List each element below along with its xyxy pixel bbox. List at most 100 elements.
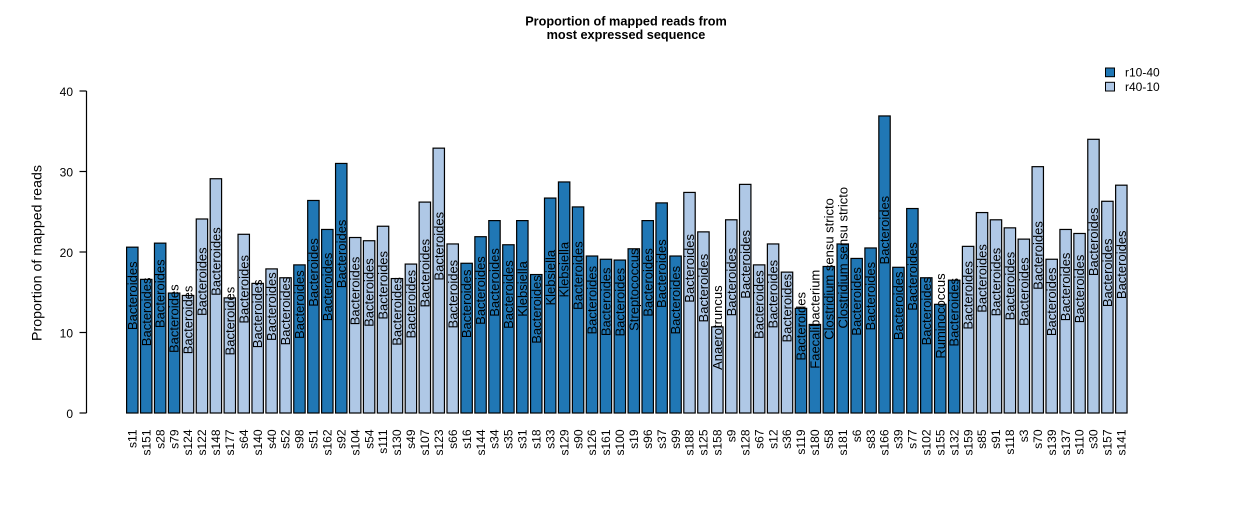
svg-text:Bacteroides: Bacteroides [208, 227, 223, 296]
svg-text:Bacteroides: Bacteroides [459, 269, 474, 338]
svg-text:s28: s28 [153, 429, 167, 449]
svg-text:Bacteroides: Bacteroides [738, 230, 753, 299]
svg-text:Bacteroides: Bacteroides [403, 269, 418, 338]
svg-text:s6: s6 [850, 429, 864, 442]
svg-text:Bacteroides: Bacteroides [1114, 230, 1129, 299]
svg-text:s125: s125 [697, 429, 711, 455]
svg-text:s3: s3 [1017, 429, 1031, 442]
svg-text:s157: s157 [1101, 429, 1115, 455]
svg-text:Ruminococcus: Ruminococcus [933, 273, 948, 359]
svg-text:s51: s51 [307, 429, 321, 449]
svg-text:s123: s123 [432, 429, 446, 455]
svg-text:Proportion of mapped reads: Proportion of mapped reads [30, 165, 46, 341]
svg-text:Bacteroides: Bacteroides [989, 247, 1004, 316]
svg-text:Bacteroides: Bacteroides [947, 277, 962, 346]
svg-text:Bacteroides: Bacteroides [654, 239, 669, 308]
svg-text:s98: s98 [293, 429, 307, 449]
svg-text:s64: s64 [237, 429, 251, 449]
svg-text:Bacteroides: Bacteroides [250, 279, 265, 348]
svg-text:Bacteroides: Bacteroides [752, 270, 767, 339]
svg-text:s177: s177 [223, 429, 237, 455]
svg-text:Klebsiella: Klebsiella [543, 249, 558, 305]
svg-text:Bacteroides: Bacteroides [320, 252, 335, 321]
svg-text:r10-40: r10-40 [1125, 66, 1160, 80]
svg-text:s188: s188 [683, 429, 697, 455]
svg-text:s66: s66 [446, 429, 460, 449]
svg-text:s39: s39 [892, 429, 906, 449]
svg-text:Bacteroides: Bacteroides [598, 267, 613, 336]
svg-text:s52: s52 [279, 429, 293, 449]
svg-text:s139: s139 [1045, 429, 1059, 455]
svg-text:Anaerotruncus: Anaerotruncus [710, 285, 725, 370]
svg-text:s181: s181 [836, 429, 850, 455]
svg-text:s110: s110 [1073, 429, 1087, 454]
svg-text:s35: s35 [502, 429, 516, 449]
svg-text:Bacteroides: Bacteroides [612, 267, 627, 336]
svg-text:0: 0 [66, 407, 73, 421]
svg-text:Bacteroides: Bacteroides [571, 241, 586, 310]
svg-text:s158: s158 [711, 429, 725, 455]
svg-text:s118: s118 [1003, 429, 1017, 454]
svg-text:40: 40 [60, 85, 74, 99]
svg-text:s151: s151 [139, 429, 153, 455]
svg-text:s90: s90 [571, 429, 585, 449]
svg-text:Bacteroides: Bacteroides [417, 238, 432, 307]
svg-text:s70: s70 [1031, 429, 1045, 449]
svg-text:Bacteroides: Bacteroides [766, 259, 781, 328]
svg-text:Bacteroides: Bacteroides [501, 260, 516, 329]
svg-text:s166: s166 [878, 429, 892, 455]
svg-text:Bacteroides: Bacteroides [696, 253, 711, 322]
svg-text:Bacteroides: Bacteroides [334, 219, 349, 288]
svg-text:Bacteroides: Bacteroides [487, 248, 502, 317]
svg-text:Bacteroides: Bacteroides [473, 256, 488, 325]
svg-text:Bacteroides: Bacteroides [153, 259, 168, 328]
svg-text:Clostridium sensu stricto: Clostridium sensu stricto [835, 187, 850, 329]
svg-text:Bacteroides: Bacteroides [376, 250, 391, 319]
svg-text:s122: s122 [195, 429, 209, 455]
svg-text:Bacteroides: Bacteroides [724, 247, 739, 316]
svg-text:Bacteroides: Bacteroides [793, 292, 808, 361]
svg-text:Bacteroides: Bacteroides [529, 275, 544, 344]
svg-text:Bacteroides: Bacteroides [905, 242, 920, 311]
svg-text:Bacteroides: Bacteroides [125, 261, 140, 330]
svg-text:s100: s100 [613, 429, 627, 455]
svg-text:Proportion of mapped reads fro: Proportion of mapped reads from [525, 15, 727, 29]
svg-text:s9: s9 [724, 429, 738, 442]
svg-text:s124: s124 [181, 429, 195, 455]
svg-text:Bacteroides: Bacteroides [431, 211, 446, 280]
svg-text:s132: s132 [947, 429, 961, 455]
svg-text:Bacteroides: Bacteroides [390, 277, 405, 346]
svg-text:Bacteroides: Bacteroides [891, 271, 906, 340]
svg-text:Bacteroides: Bacteroides [278, 276, 293, 345]
svg-text:Bacteroides: Bacteroides [1058, 252, 1073, 321]
svg-text:Bacteroides: Bacteroides [863, 261, 878, 330]
svg-text:Faecalibacterium: Faecalibacterium [807, 270, 822, 369]
svg-text:Bacteroides: Bacteroides [195, 247, 210, 316]
svg-text:s102: s102 [920, 429, 934, 455]
svg-text:Bacteroides: Bacteroides [877, 195, 892, 264]
svg-text:s155: s155 [933, 429, 947, 455]
svg-text:s31: s31 [516, 429, 530, 449]
svg-text:s128: s128 [738, 429, 752, 455]
svg-text:Bacteroides: Bacteroides [780, 273, 795, 342]
svg-text:Bacteroides: Bacteroides [961, 261, 976, 330]
svg-text:Klebsiella: Klebsiella [515, 260, 530, 316]
svg-text:s161: s161 [599, 429, 613, 455]
svg-text:s18: s18 [529, 429, 543, 449]
svg-text:Bacteroides: Bacteroides [1100, 238, 1115, 307]
svg-text:s40: s40 [265, 429, 279, 449]
svg-text:s130: s130 [390, 429, 404, 455]
svg-text:s180: s180 [808, 429, 822, 455]
svg-text:20: 20 [60, 246, 74, 260]
svg-text:s119: s119 [794, 429, 808, 454]
svg-text:Bacteroides: Bacteroides [682, 234, 697, 303]
svg-text:s140: s140 [251, 429, 265, 455]
svg-text:s11: s11 [126, 429, 140, 448]
svg-text:Bacteroides: Bacteroides [167, 284, 182, 353]
svg-text:s19: s19 [627, 429, 641, 449]
svg-text:Bacteroides: Bacteroides [306, 238, 321, 307]
svg-text:most expressed sequence: most expressed sequence [547, 28, 706, 42]
svg-text:s129: s129 [557, 429, 571, 455]
svg-text:s67: s67 [752, 429, 766, 449]
svg-text:s12: s12 [766, 429, 780, 449]
